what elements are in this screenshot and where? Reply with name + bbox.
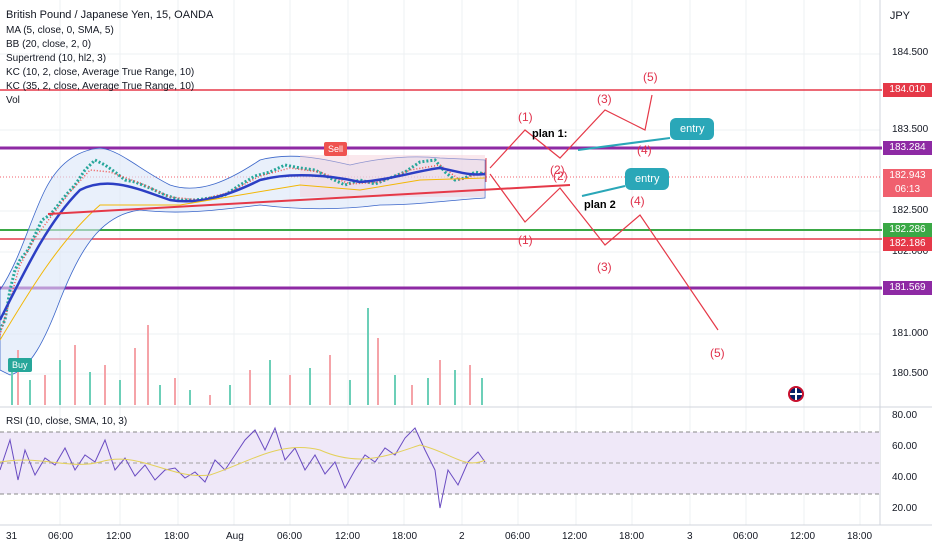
trend-line [47, 184, 571, 215]
wave-label-plan2-5[interactable]: (5) [710, 346, 725, 360]
indicator-kc-35[interactable]: KC (35, 2, close, Average True Range, 10… [6, 81, 195, 92]
price-axis-label: 182.500 [892, 205, 929, 216]
wave-label-plan1-2[interactable]: (2) [550, 163, 565, 177]
rsi-indicator-label[interactable]: RSI (10, close, SMA, 10, 3) [6, 416, 128, 427]
volume-bars [11, 308, 483, 405]
time-axis-label: 31 [6, 531, 18, 542]
time-axis-label: 18:00 [164, 531, 190, 542]
rsi-band [0, 432, 880, 494]
price-axis-label: 180.500 [892, 368, 929, 379]
wave-label-plan1-1[interactable]: (1) [518, 110, 533, 124]
plan2-wave-path [489, 173, 719, 331]
indicator-supertrend[interactable]: Supertrend (10, hl2, 3) [6, 53, 107, 64]
time-axis-label: 3 [687, 531, 693, 542]
entry2-pointer [581, 185, 626, 197]
entry1-callout[interactable]: entry [670, 118, 715, 140]
wave-label-plan1-3[interactable]: (3) [597, 92, 612, 106]
price-axis-label: 183.500 [892, 124, 929, 135]
time-axis-label: 06:00 [277, 531, 303, 542]
time-axis-label: 2 [459, 531, 465, 542]
wave-label-plan1-5[interactable]: (5) [643, 70, 658, 84]
price-axis-label: 182.000 [892, 246, 929, 257]
uk-flag-icon [788, 386, 804, 402]
time-axis-label: 06:00 [48, 531, 74, 542]
time-axis-label: 18:00 [392, 531, 418, 542]
price-box-purple-low: 181.569 [883, 281, 932, 295]
plan1-wave-path [489, 94, 653, 169]
price-box-current: 182.943 [883, 169, 932, 183]
indicator-bb[interactable]: BB (20, close, 2, 0) [6, 39, 92, 50]
time-axis-label: 06:00 [733, 531, 759, 542]
price-axis-label: 181.000 [892, 328, 929, 339]
time-axis-label: 12:00 [562, 531, 588, 542]
supertrend-line [0, 177, 486, 341]
rsi-line [0, 426, 486, 509]
price-box-green: 182.286 [883, 223, 932, 237]
indicator-ma[interactable]: MA (5, close, 0, SMA, 5) [6, 25, 114, 36]
rsi-axis-label: 20.00 [892, 503, 918, 514]
rsi-signal-line [0, 444, 486, 477]
currency-label[interactable]: JPY [889, 10, 910, 22]
price-box-purple-high: 183.284 [883, 141, 932, 155]
time-axis-label: 12:00 [106, 531, 132, 542]
chart-title[interactable]: British Pound / Japanese Yen, 15, OANDA [6, 9, 214, 21]
rsi-axis-label: 80.00 [892, 410, 918, 421]
price-axis-label: 184.500 [892, 47, 929, 58]
wave-label-plan2-3[interactable]: (3) [597, 260, 612, 274]
entry2-callout[interactable]: entry [625, 168, 670, 190]
rsi-axis-label: 40.00 [892, 472, 918, 483]
indicator-vol[interactable]: Vol [6, 95, 20, 106]
wave-label-plan2-2[interactable]: (2) [553, 169, 568, 183]
moving-average-line [0, 166, 486, 321]
sell-signal: Sell [324, 142, 348, 156]
price-box-countdown: 06:13 [883, 183, 932, 197]
time-axis-label: Aug [226, 531, 244, 542]
price-box-support: 182.186 [883, 237, 932, 251]
entry1-pointer [577, 137, 671, 151]
rsi-axis-label: 60.00 [892, 441, 918, 452]
time-axis-label: 18:00 [619, 531, 645, 542]
time-axis-label: 06:00 [505, 531, 531, 542]
time-axis-label: 18:00 [847, 531, 873, 542]
wave-label-plan1-4[interactable]: (4) [637, 143, 652, 157]
wave-label-plan2-1[interactable]: (1) [518, 233, 533, 247]
indicator-kc-10[interactable]: KC (10, 2, close, Average True Range, 10… [6, 67, 195, 78]
buy-signal: Buy [8, 358, 32, 372]
plan2-label[interactable]: plan 2 [584, 199, 616, 211]
time-axis-label: 12:00 [335, 531, 361, 542]
price-box-resistance: 184.010 [883, 83, 932, 97]
time-axis-label: 12:00 [790, 531, 816, 542]
plan1-label[interactable]: plan 1: [532, 128, 568, 140]
wave-label-plan2-4[interactable]: (4) [630, 194, 645, 208]
